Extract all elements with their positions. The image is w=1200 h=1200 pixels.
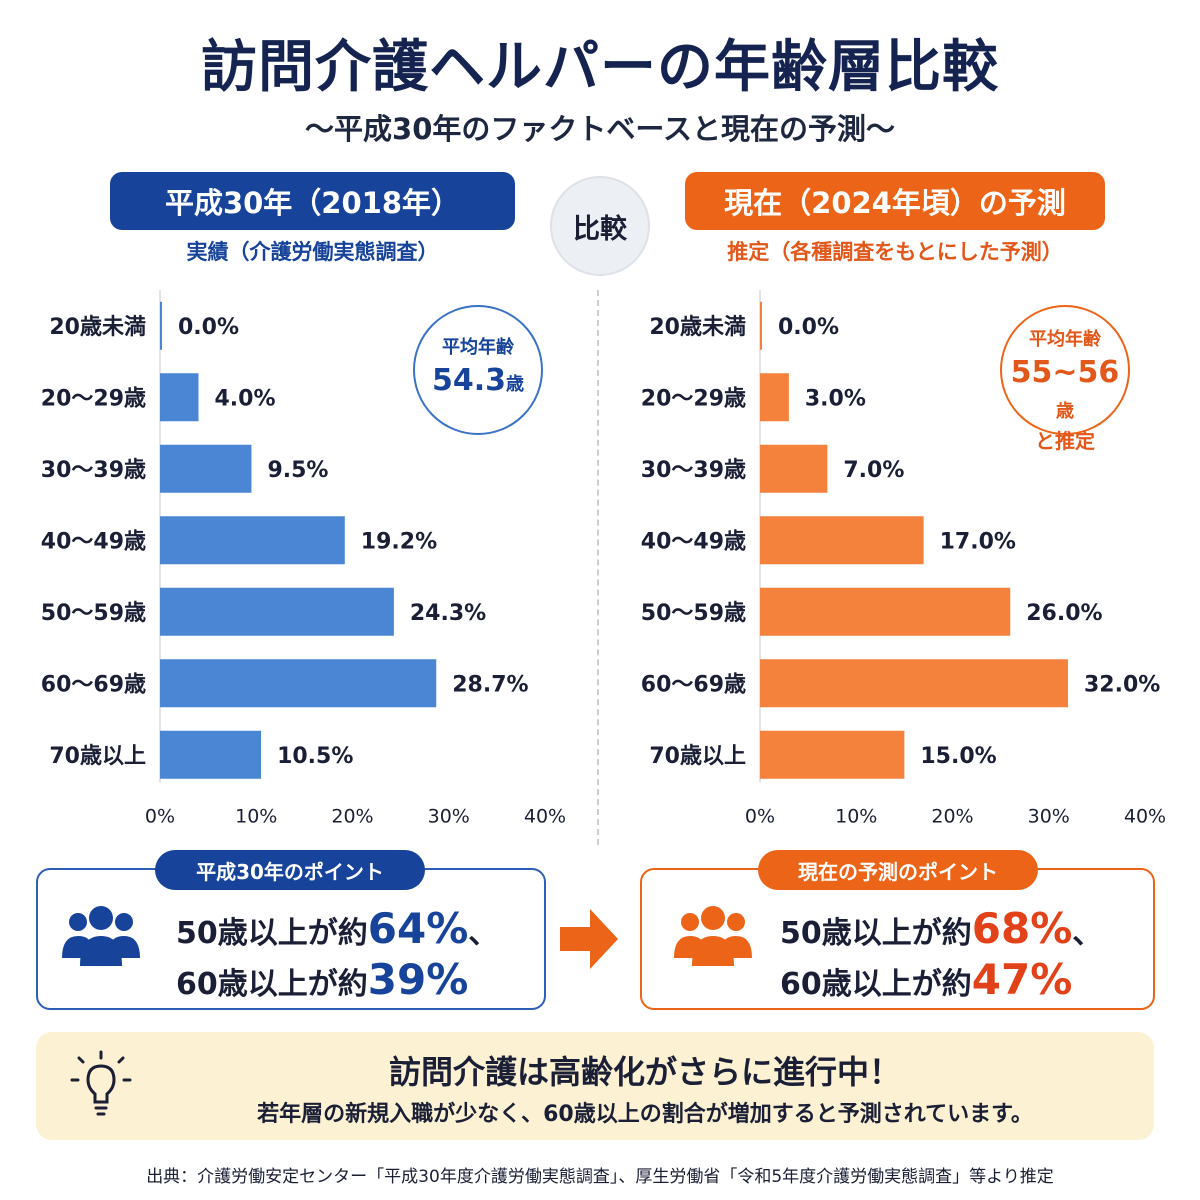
right-category-label: 50〜59歳 xyxy=(641,601,746,626)
right-data-label: 26.0% xyxy=(1026,601,1102,626)
right-point-value-60: 47% xyxy=(971,955,1073,1004)
compare-badge: 比較 xyxy=(550,176,650,276)
right-data-label: 3.0% xyxy=(805,386,866,411)
right-x-tick-label: 0% xyxy=(745,806,775,828)
left-average-age-unit: 歳 xyxy=(506,374,525,395)
right-average-age-note: と推定 xyxy=(1035,429,1095,453)
right-x-tick-label: 30% xyxy=(1028,806,1070,828)
left-data-label: 19.2% xyxy=(361,529,437,554)
left-bar xyxy=(160,301,162,350)
left-point-value-50: 64% xyxy=(367,904,469,953)
left-average-age-badge: 平均年齢 54.3歳 xyxy=(413,305,543,435)
right-average-age-label: 平均年齢 xyxy=(1029,329,1101,350)
summary-banner xyxy=(36,1032,1154,1140)
right-bar xyxy=(760,516,924,565)
right-bar xyxy=(760,587,1011,636)
left-data-label: 0.0% xyxy=(178,315,239,340)
left-bar-chart: 20歳未満 0.0% 20〜29歳 4.0% 30〜39歳 9.5% 40〜49歳 19.2%… xyxy=(41,290,566,828)
left-point-value-60: 39% xyxy=(367,955,469,1004)
right-average-age-badge: 平均年齢 55~56 歳 と推定 xyxy=(1000,305,1130,453)
right-x-tick-label: 20% xyxy=(931,806,973,828)
left-x-tick-label: 0% xyxy=(145,806,175,828)
left-point-line-1-prefix: 50歳以上が約 xyxy=(176,916,368,951)
people-group-icon xyxy=(62,906,140,966)
left-category-label: 40〜49歳 xyxy=(41,529,146,554)
left-data-label: 28.7% xyxy=(452,672,528,697)
right-point-line-2-prefix: 60歳以上が約 xyxy=(780,967,972,1002)
right-period-subheader: 推定（各種調査をもとにした予測） xyxy=(727,240,1063,264)
left-data-label: 9.5% xyxy=(267,458,328,483)
left-category-label: 20〜29歳 xyxy=(41,386,146,411)
left-period-subheader: 実績（介護労働実態調査） xyxy=(186,240,439,264)
page-subtitle: 〜平成30年のファクトベースと現在の予測〜 xyxy=(305,112,895,146)
right-bar-chart: 20歳未満 0.0% 20〜29歳 3.0% 30〜39歳 7.0% 40〜49歳 17.0%… xyxy=(641,290,1166,828)
left-bar xyxy=(160,516,345,565)
right-bar xyxy=(760,373,789,422)
right-point-value-50: 68% xyxy=(971,904,1073,953)
left-average-age-label: 平均年齢 xyxy=(442,337,514,358)
left-period-header: 平成30年（2018年） xyxy=(110,172,515,230)
right-data-label: 17.0% xyxy=(940,529,1016,554)
left-x-tick-label: 20% xyxy=(331,806,373,828)
left-x-tick-label: 40% xyxy=(524,806,566,828)
right-point-line-1-prefix: 50歳以上が約 xyxy=(780,916,972,951)
left-category-label: 60〜69歳 xyxy=(41,672,146,697)
left-category-label: 50〜59歳 xyxy=(41,601,146,626)
people-group-icon xyxy=(674,906,752,966)
left-bar xyxy=(160,587,394,636)
right-point-line-2: 60歳以上が約47% xyxy=(780,955,1072,1004)
left-data-label: 24.3% xyxy=(410,601,486,626)
left-category-label: 70歳以上 xyxy=(49,744,146,769)
right-point-tag: 現在の予測のポイント xyxy=(758,850,1038,890)
left-category-label: 20歳未満 xyxy=(49,314,146,340)
right-point-line-1-suffix: 、 xyxy=(1072,916,1103,951)
right-category-label: 20〜29歳 xyxy=(641,386,746,411)
left-bar xyxy=(160,730,262,779)
right-category-label: 40〜49歳 xyxy=(641,529,746,554)
right-x-tick-label: 40% xyxy=(1124,806,1166,828)
left-point-line-2-prefix: 60歳以上が約 xyxy=(176,967,368,1002)
right-data-label: 15.0% xyxy=(920,744,996,769)
arrow-right-icon xyxy=(560,909,618,969)
left-data-label: 10.5% xyxy=(277,744,353,769)
right-average-age-value: 55~56 xyxy=(1010,355,1120,390)
page-title: 訪問介護ヘルパーの年齢層比較 xyxy=(201,35,999,100)
banner-text: 若年層の新規入職が少なく、60歳以上の割合が増加すると予測されています。 xyxy=(257,1102,1033,1127)
right-data-label: 0.0% xyxy=(778,315,839,340)
left-x-tick-label: 30% xyxy=(428,806,470,828)
left-point-tag: 平成30年のポイント xyxy=(155,850,425,890)
chart-divider xyxy=(597,290,599,845)
right-average-age-unit: 歳 xyxy=(1056,401,1074,422)
right-category-label: 20歳未満 xyxy=(649,314,746,340)
right-period-header: 現在（2024年頃）の予測 xyxy=(685,172,1105,230)
right-bar xyxy=(760,659,1068,708)
right-category-label: 30〜39歳 xyxy=(641,458,746,483)
left-data-label: 4.0% xyxy=(215,386,276,411)
left-bar xyxy=(160,373,199,422)
left-category-label: 30〜39歳 xyxy=(41,458,146,483)
left-point-line-1: 50歳以上が約64%、 xyxy=(176,904,498,953)
left-bar xyxy=(160,444,252,493)
right-point-line-1: 50歳以上が約68%、 xyxy=(780,904,1102,953)
right-data-label: 32.0% xyxy=(1084,672,1160,697)
source-footnote: 出典：介護労働安定センター「平成30年度介護労働実態調査」、厚生労働省「令和5年… xyxy=(146,1167,1054,1187)
banner-title: 訪問介護は高齢化がさらに進行中！ xyxy=(388,1053,901,1091)
right-category-label: 60〜69歳 xyxy=(641,672,746,697)
left-point-line-1-suffix: 、 xyxy=(468,916,499,951)
right-bar xyxy=(760,444,828,493)
left-point-line-2: 60歳以上が約39% xyxy=(176,955,468,1004)
right-bar xyxy=(760,730,905,779)
right-x-tick-label: 10% xyxy=(835,806,877,828)
right-data-label: 7.0% xyxy=(843,458,904,483)
right-bar xyxy=(760,301,762,350)
left-average-age-value: 54.3 xyxy=(431,363,507,398)
left-bar xyxy=(160,659,437,708)
light-bulb-icon xyxy=(70,1050,132,1116)
left-x-tick-label: 10% xyxy=(235,806,277,828)
right-category-label: 70歳以上 xyxy=(649,744,746,769)
